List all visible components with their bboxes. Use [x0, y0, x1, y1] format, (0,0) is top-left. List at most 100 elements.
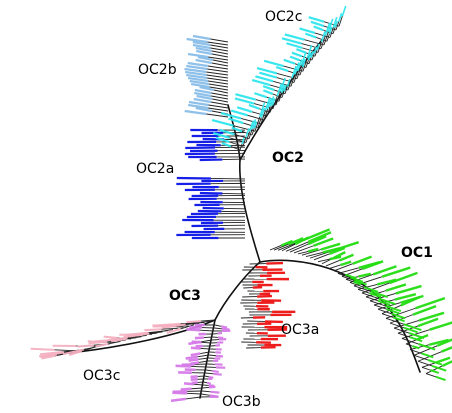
oc1-leaf-25: [363, 286, 379, 293]
oc2b-stem-5: [212, 53, 229, 58]
oc2b-stem-7: [212, 59, 229, 64]
oc3c-stem-13: [127, 335, 147, 339]
oc1-leaf-22: [358, 272, 372, 278]
oc2c-stem-56: [304, 39, 325, 46]
oc2b-stem-18: [211, 92, 229, 97]
oc2c-leaf-49: [313, 46, 318, 54]
oc1-leaf-13: [333, 251, 346, 259]
oc2c-leaf-66: [308, 16, 325, 23]
oc1-leaf-44: [412, 304, 437, 316]
oc2c-leaf-63: [334, 20, 339, 28]
oc1-stem-11: [313, 253, 330, 261]
oc2c-leaf-60: [299, 27, 316, 35]
oc2b-stem-0: [210, 38, 229, 43]
oc2c-stem-23: [272, 95, 278, 109]
oc2c-leaf-45: [307, 52, 312, 61]
oc2c-leaf-18: [236, 106, 253, 113]
oc3c-leaf-23: [68, 350, 83, 357]
oc3b-leaf-8: [194, 336, 204, 340]
oc1-stem-61: [421, 366, 431, 371]
oc2c-stem-47: [308, 57, 312, 64]
oc1-stem-53: [405, 343, 413, 347]
oc2b-stem-15: [208, 83, 229, 88]
oc3b-leaf-35: [208, 375, 214, 379]
oc1-leaf-24: [372, 265, 397, 276]
oc1-leaf-3: [294, 236, 310, 246]
oc2b-stem-9: [207, 65, 229, 70]
oc1-stem-47: [393, 327, 410, 334]
oc3b-leaf-42: [180, 387, 192, 391]
backbone-center-to-oc2: [238, 159, 261, 263]
oc3b-stem-42: [191, 387, 203, 390]
backbone-center-to-oc1: [259, 259, 421, 373]
oc2b-leaf-11: [184, 67, 207, 74]
oc3b-stem-3: [214, 327, 222, 330]
oc2c-leaf-36: [259, 71, 277, 79]
oc1-leaf-29: [369, 292, 382, 298]
oc1-stem-59: [417, 360, 433, 367]
oc2b-stem-16: [209, 86, 229, 91]
oc2b-leaf-13: [186, 73, 208, 80]
oc3b-stem-18: [200, 351, 210, 354]
oc2b-leaf-20: [196, 94, 213, 101]
oc1-stem-33: [365, 296, 379, 302]
oc2b-stem-13: [207, 77, 229, 82]
oc2b-leaf-15: [189, 79, 210, 86]
oc2c-leaf-42: [263, 59, 284, 68]
oc2b-stem-21: [210, 101, 229, 106]
oc1-leaf-48: [417, 317, 439, 328]
oc2c-stem-14: [240, 117, 262, 125]
oc2c-leaf-34: [255, 75, 274, 83]
oc3c-leaf-16: [103, 335, 118, 339]
oc2c-leaf-13: [260, 107, 266, 118]
oc2c-leaf-51: [316, 43, 320, 51]
oc2c-leaf-62: [313, 25, 324, 32]
oc1-leaf-50: [429, 321, 452, 331]
oc3b-leaf-1: [220, 325, 228, 329]
oc1-stem-9: [305, 252, 323, 258]
oc2c-leaf-12: [228, 117, 244, 125]
oc3b-stem-39: [203, 381, 208, 384]
oc2c-leaf-47: [310, 50, 314, 58]
oc3c-leaf-7: [144, 328, 162, 332]
oc3b-leaf-45: [210, 390, 220, 394]
oc2c-leaf-32: [251, 78, 271, 87]
oc2c-leaf-56: [284, 33, 305, 41]
oc2c-leaf-27: [280, 84, 286, 94]
oc3b-stem-1: [214, 324, 222, 327]
oc1-stem-15: [329, 264, 341, 269]
oc1-leaf-0: [280, 239, 294, 247]
oc2c-leaf-50: [296, 48, 307, 54]
oc2b-leaf-10: [186, 64, 208, 71]
oc2c-stem-67: [338, 16, 343, 27]
oc3c-stem-4: [180, 324, 195, 330]
oc3c-leaf-25: [39, 350, 62, 356]
oc2c-stem-18: [251, 111, 268, 117]
oc2c-stem-5: [245, 131, 251, 143]
oc1-leaf-51: [418, 343, 436, 351]
oc3b-stem-24: [198, 360, 208, 363]
oc2c-leaf-31: [286, 78, 291, 87]
oc1-leaf-21: [354, 279, 367, 286]
oc1-leaf-31: [378, 297, 396, 306]
oc2c-stem-35: [290, 74, 296, 87]
oc1-leaf-7: [307, 247, 319, 253]
oc3b-stem-48: [185, 396, 201, 400]
oc2c-leaf-44: [283, 58, 296, 65]
oc2c-stem-30: [273, 89, 286, 95]
oc2b-stem-12: [206, 74, 229, 79]
oc3b-stem-21: [208, 354, 217, 357]
oc3c-leaf-26: [30, 347, 55, 351]
oc1-leaf-41: [392, 316, 405, 323]
oc1-stem-63: [425, 373, 436, 378]
oc2c-leaf-59: [328, 26, 333, 35]
oc2b-leaf-12: [185, 70, 207, 77]
oc2c-stem-62: [323, 29, 334, 35]
oc1-leaf-39: [391, 312, 406, 320]
oc3c-stem-7: [161, 327, 179, 330]
oc1-leaf-45: [403, 326, 418, 334]
oc1-leaf-49: [409, 336, 423, 343]
oc1-leaf-19: [350, 276, 364, 283]
oc2c-leaf-28: [262, 89, 274, 95]
